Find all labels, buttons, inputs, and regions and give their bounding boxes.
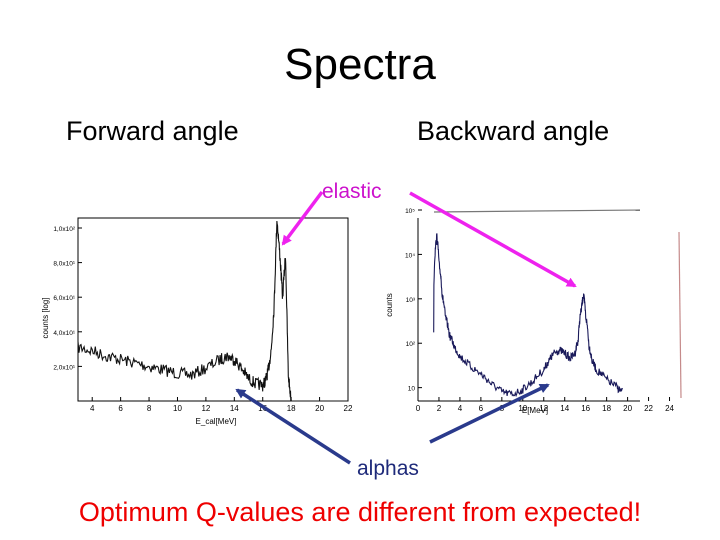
- x-tick-label: 16: [581, 404, 590, 413]
- y-tick-label: 2,0x10¹: [53, 364, 76, 371]
- forward-y-axis-label: counts [log]: [41, 298, 50, 339]
- backward-angle-label: Backward angle: [417, 116, 610, 146]
- conclusion-text: Optimum Q-values are different from expe…: [78, 497, 642, 527]
- forward-plot-frame: [77, 217, 349, 402]
- x-tick-label: 18: [602, 404, 611, 413]
- backward-plot-top-edge: [433, 209, 641, 213]
- forward-angle-label: Forward angle: [66, 116, 239, 146]
- x-tick-label: 2: [437, 404, 442, 413]
- alphas-label: alphas: [357, 457, 419, 480]
- forward-spectrum-chart: 46810121416182022 2,0x10¹4,0x10¹6,0x10¹8…: [41, 217, 353, 426]
- y-tick-label: 10³: [406, 297, 416, 304]
- y-tick-label: 6,0x10¹: [53, 295, 76, 302]
- x-tick-label: 22: [644, 404, 653, 413]
- elastic-label: elastic: [322, 180, 382, 203]
- forward-x-axis-label: E_cal[MeV]: [196, 417, 237, 426]
- slide-title: Spectra: [284, 40, 436, 89]
- x-tick-label: 10: [518, 404, 527, 413]
- x-tick-label: 14: [230, 404, 239, 413]
- x-tick-label: 12: [201, 404, 210, 413]
- alphas-arrow-backward: [429, 383, 550, 444]
- x-tick-label: 8: [147, 404, 152, 413]
- alphas-arrow-forward: [235, 388, 351, 465]
- x-tick-label: 6: [118, 404, 123, 413]
- x-tick-label: 22: [344, 404, 353, 413]
- y-tick-label: 10: [408, 386, 416, 393]
- x-tick-label: 12: [539, 404, 548, 413]
- x-tick-label: 24: [665, 404, 674, 413]
- x-tick-label: 18: [287, 404, 296, 413]
- x-tick-label: 4: [90, 404, 95, 413]
- y-tick-label: 10⁴: [405, 252, 415, 259]
- y-tick-label: 8,0x10¹: [53, 261, 76, 268]
- backward-y-axis-label: counts: [385, 293, 394, 317]
- x-tick-label: 20: [623, 404, 632, 413]
- y-tick-label: 10²: [406, 341, 416, 348]
- x-tick-label: 20: [315, 404, 324, 413]
- x-tick-label: 10: [173, 404, 182, 413]
- spectrum-series-line: [433, 233, 623, 398]
- elastic-arrow-backward: [409, 191, 577, 288]
- x-tick-label: 4: [458, 404, 463, 413]
- y-tick-label: 10⁵: [405, 208, 415, 215]
- y-tick-label: 4,0x10¹: [53, 330, 76, 337]
- y-tick-label: 1,0x10²: [53, 226, 76, 233]
- backward-x-axis-label: E[MeV]: [522, 406, 548, 415]
- x-tick-label: 6: [479, 404, 484, 413]
- backward-plot-right-edge: [678, 231, 682, 399]
- x-tick-label: 0: [416, 404, 421, 413]
- elastic-arrow-forward: [281, 190, 324, 246]
- x-tick-label: 14: [560, 404, 569, 413]
- spectrum-series-line: [77, 220, 348, 402]
